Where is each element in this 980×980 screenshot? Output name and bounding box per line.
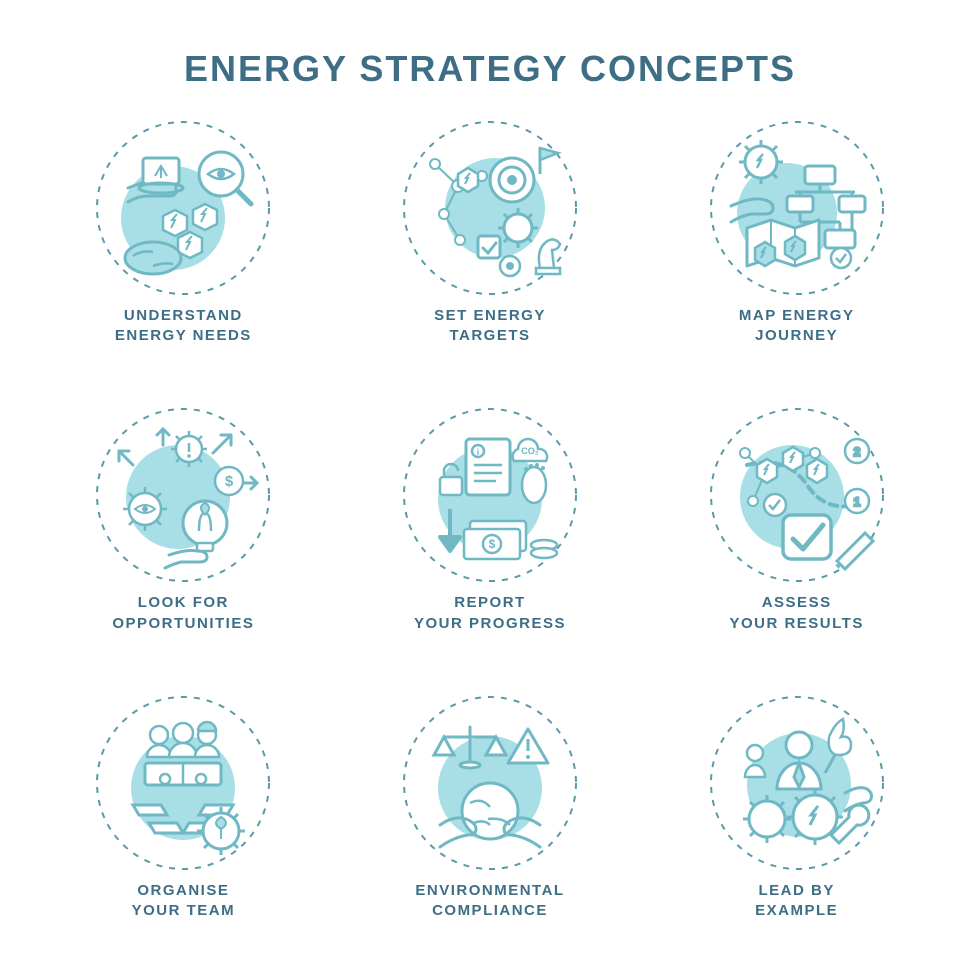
concept-label: ORGANISE YOUR TEAM: [132, 881, 236, 922]
concept-label: ENVIRONMENTAL COMPLIANCE: [415, 881, 564, 922]
infographic-page: ENERGY STRATEGY CONCEPTS: [0, 0, 980, 980]
cell-lead-by-example: LEAD BY EXAMPLE: [673, 693, 920, 950]
concept-label: LOOK FOR OPPORTUNITIES: [112, 593, 254, 634]
cell-understand-energy-needs: UNDERSTAND ENERGY NEEDS: [60, 118, 307, 375]
cell-map-energy-journey: MAP ENERGY JOURNEY: [673, 118, 920, 375]
concept-label: MAP ENERGY JOURNEY: [739, 306, 855, 347]
concept-label: UNDERSTAND ENERGY NEEDS: [115, 306, 252, 347]
understand-energy-needs-icon: [93, 118, 273, 298]
cell-environmental-compliance: ENVIRONMENTAL COMPLIANCE: [367, 693, 614, 950]
concept-label: LEAD BY EXAMPLE: [755, 881, 838, 922]
report-your-progress-icon: i CO₂: [400, 405, 580, 585]
environmental-compliance-icon: [400, 693, 580, 873]
lead-by-example-icon: [707, 693, 887, 873]
svg-text:1: 1: [853, 495, 860, 509]
svg-text:$: $: [225, 473, 234, 490]
cell-set-energy-targets: SET ENERGY TARGETS: [367, 118, 614, 375]
icon-grid: UNDERSTAND ENERGY NEEDS: [60, 118, 920, 950]
concept-label: REPORT YOUR PROGRESS: [414, 593, 566, 634]
look-for-opportunities-icon: $: [93, 405, 273, 585]
cell-assess-your-results: 2 1: [673, 405, 920, 662]
map-energy-journey-icon: [707, 118, 887, 298]
organise-your-team-icon: [93, 693, 273, 873]
svg-text:i: i: [477, 447, 480, 457]
page-title: ENERGY STRATEGY CONCEPTS: [184, 48, 796, 90]
svg-text:CO₂: CO₂: [521, 446, 539, 456]
svg-text:$: $: [489, 537, 496, 551]
cell-look-for-opportunities: $: [60, 405, 307, 662]
cell-organise-your-team: ORGANISE YOUR TEAM: [60, 693, 307, 950]
cell-report-your-progress: i CO₂: [367, 405, 614, 662]
concept-label: SET ENERGY TARGETS: [434, 306, 546, 347]
svg-text:2: 2: [853, 445, 860, 459]
assess-your-results-icon: 2 1: [707, 405, 887, 585]
set-energy-targets-icon: [400, 118, 580, 298]
concept-label: ASSESS YOUR RESULTS: [729, 593, 863, 634]
